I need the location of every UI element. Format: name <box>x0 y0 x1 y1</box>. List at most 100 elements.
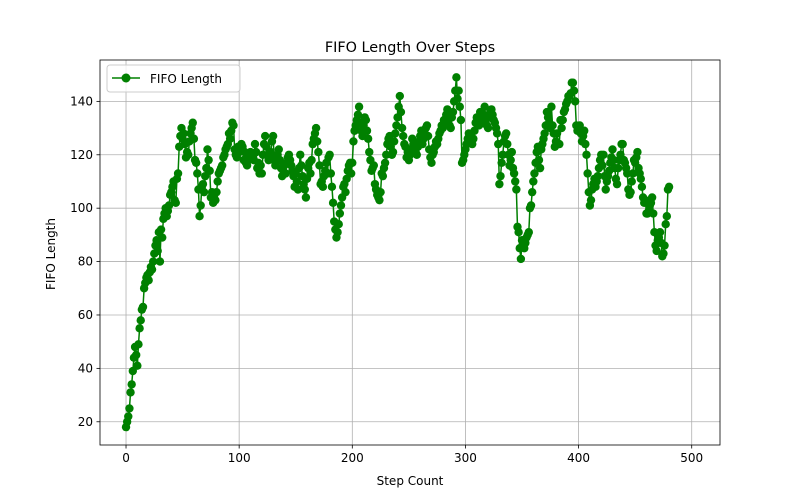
y-tick-label: 140 <box>70 94 93 108</box>
data-point <box>453 94 462 103</box>
data-point <box>568 78 578 87</box>
data-point <box>135 324 144 333</box>
data-point <box>524 228 533 237</box>
data-point <box>633 147 642 157</box>
data-point <box>198 179 208 189</box>
data-point <box>148 257 158 266</box>
data-point <box>204 155 213 165</box>
data-point <box>325 150 334 159</box>
data-point <box>193 169 202 178</box>
y-axis-label: FIFO Length <box>44 218 58 290</box>
x-tick-label: 500 <box>680 451 703 465</box>
data-point <box>396 107 406 117</box>
data-point <box>196 201 205 210</box>
data-point <box>205 166 214 175</box>
y-tick-label: 40 <box>78 361 93 375</box>
legend-entry-label: FIFO Length <box>150 72 222 86</box>
data-point <box>456 115 466 125</box>
data-point <box>526 201 536 210</box>
data-point <box>448 107 458 117</box>
data-point <box>427 158 436 167</box>
y-tick-label: 60 <box>78 308 93 322</box>
data-point <box>580 126 589 135</box>
data-point <box>158 233 167 242</box>
data-point <box>655 228 665 237</box>
y-tick-label: 20 <box>78 415 93 429</box>
legend-box <box>106 64 241 93</box>
data-point <box>211 195 220 205</box>
data-point <box>652 246 661 256</box>
data-point <box>534 155 544 165</box>
data-point <box>334 220 343 229</box>
data-point <box>423 131 433 141</box>
data-point <box>256 161 265 170</box>
data-point <box>569 86 579 95</box>
x-axis-label: Step Count <box>377 474 444 488</box>
data-point <box>300 185 309 194</box>
y-tick-label: 120 <box>70 148 93 162</box>
data-point <box>136 316 145 325</box>
data-point <box>225 134 235 143</box>
data-point <box>637 182 647 192</box>
axes-frame <box>99 59 721 446</box>
data-point <box>446 123 455 133</box>
data-point <box>422 121 432 130</box>
data-point <box>497 158 506 167</box>
grid-lines <box>100 60 720 445</box>
data-point <box>257 169 266 178</box>
data-point <box>412 150 421 159</box>
data-point <box>582 150 591 159</box>
data-point <box>125 404 134 413</box>
data-point <box>213 177 222 186</box>
data-point <box>333 228 342 237</box>
chart-title: FIFO Length Over Steps <box>325 40 495 56</box>
data-point <box>212 187 221 197</box>
data-point <box>540 129 549 138</box>
data-point <box>363 134 373 143</box>
data-point <box>598 161 607 170</box>
x-tick-label: 100 <box>228 451 251 465</box>
data-point <box>195 211 204 221</box>
data-point <box>599 150 608 159</box>
data-point <box>354 102 364 111</box>
data-point <box>191 158 201 167</box>
data-point <box>555 139 564 149</box>
data-point <box>662 211 672 221</box>
data-point <box>203 145 212 154</box>
data-point <box>380 158 390 167</box>
data-point <box>661 220 670 229</box>
data-point <box>126 388 135 397</box>
data-point <box>164 201 174 210</box>
data-point <box>349 137 358 146</box>
data-point <box>268 131 278 141</box>
data-point <box>501 129 511 138</box>
x-axis-ticks: 0 100 200 300 400 500 <box>122 445 703 465</box>
data-point <box>250 139 260 149</box>
data-point <box>327 182 337 192</box>
data-point <box>353 110 363 119</box>
data-point <box>326 169 335 178</box>
data-point <box>318 182 328 192</box>
data-point <box>627 177 636 186</box>
data-point <box>307 155 316 165</box>
data-point <box>664 182 674 192</box>
data-point <box>335 209 345 218</box>
data-point <box>480 102 489 111</box>
data-point <box>171 198 180 208</box>
data-point <box>391 129 400 138</box>
data-point <box>530 169 539 178</box>
data-point <box>613 163 623 173</box>
data-point <box>189 134 199 143</box>
y-axis-ticks: 20 40 60 80 100 120 140 <box>70 94 100 429</box>
data-point <box>557 123 566 133</box>
data-point <box>138 302 148 312</box>
data-point <box>583 169 592 178</box>
x-tick-label: 0 <box>122 451 130 465</box>
data-point <box>362 126 372 135</box>
data-point <box>601 185 610 194</box>
data-point <box>251 147 261 157</box>
data-point <box>184 150 193 159</box>
data-point <box>516 254 526 264</box>
data-point <box>293 185 303 194</box>
data-point <box>173 169 183 178</box>
